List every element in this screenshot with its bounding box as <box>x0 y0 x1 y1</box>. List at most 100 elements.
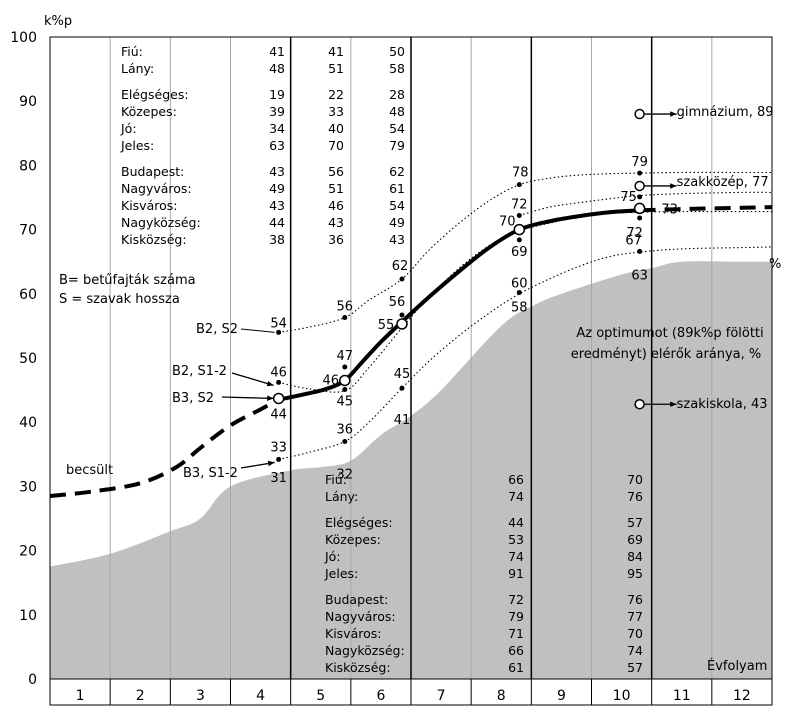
table-row-label: Jeles: <box>120 138 154 153</box>
table-cell: 41 <box>328 44 344 59</box>
data-point-label: 60 <box>511 277 528 292</box>
data-point-label: 69 <box>511 245 528 260</box>
data-point <box>516 290 522 296</box>
table-row-label: Kisváros: <box>121 198 177 213</box>
data-point <box>637 170 643 176</box>
table-cell: 69 <box>627 532 643 547</box>
table-cell: 43 <box>269 164 285 179</box>
table-cell: 66 <box>508 643 524 658</box>
estimated-dashed-line <box>49 397 280 498</box>
side-point <box>634 180 645 192</box>
data-point <box>399 385 405 391</box>
table-row-label: Jó: <box>120 121 137 136</box>
data-point <box>342 364 348 370</box>
data-point-label: 67 <box>625 233 642 248</box>
y-tick-label: 90 <box>19 94 37 110</box>
data-point <box>637 194 643 200</box>
open-data-point <box>272 392 285 405</box>
table-row-label: Nagyközség: <box>121 215 201 230</box>
x-tick-label: 12 <box>733 688 751 704</box>
table-cell: 76 <box>627 489 643 504</box>
data-point <box>276 456 282 462</box>
table-row-label: Kisközség: <box>325 660 391 675</box>
y-tick-label: 40 <box>19 415 37 431</box>
table-cell: 28 <box>389 87 405 102</box>
callout-arrow <box>221 396 274 400</box>
data-point-label: 56 <box>337 300 354 315</box>
table-cell: 44 <box>269 215 285 230</box>
table-row-label: Nagyközség: <box>325 643 405 658</box>
y-tick-label: 100 <box>10 30 37 46</box>
table-row-label: Fiú: <box>325 472 347 487</box>
open-data-point-label: 55 <box>378 318 395 333</box>
table-cell: 57 <box>627 660 643 675</box>
table-cell: 22 <box>328 87 344 102</box>
x-tick-label: 11 <box>673 688 691 704</box>
data-point <box>516 182 522 188</box>
side-point-label: gimnázium, 89 <box>677 105 774 120</box>
table-cell: 61 <box>508 660 524 675</box>
y-tick-label: 50 <box>19 351 37 367</box>
table-row-label: Közepes: <box>325 532 381 547</box>
open-data-point <box>339 374 351 387</box>
data-point <box>276 379 282 385</box>
table-row-label: Nagyváros: <box>325 609 396 624</box>
x-tick-label: 2 <box>136 688 145 704</box>
legend-line-2: S = szavak hossza <box>59 292 180 307</box>
x-tick-label: 4 <box>256 688 265 704</box>
table-cell: 49 <box>389 215 405 230</box>
table-cell: 33 <box>328 104 344 119</box>
x-axis-title: Évfolyam <box>707 658 767 674</box>
data-point-label: 54 <box>270 316 287 331</box>
callout-arrow <box>231 372 274 387</box>
y-tick-label: 10 <box>19 608 37 624</box>
table-row-label: Budapest: <box>121 164 184 179</box>
table-row-label: Elégséges: <box>325 515 393 530</box>
table-cell: 95 <box>627 566 643 581</box>
table-cell: 91 <box>508 566 524 581</box>
callout-arrow-head <box>266 380 274 387</box>
open-data-point-label: 70 <box>499 215 516 230</box>
callout-arrow-head <box>267 395 274 401</box>
table-row-label: Kisközség: <box>121 232 187 247</box>
data-point-label: 36 <box>337 422 354 437</box>
table-row-label: Nagyváros: <box>121 181 192 196</box>
table-row-label: Elégséges: <box>121 87 189 102</box>
area-label-line-1: Az optimumot (89k%p fölötti <box>576 326 763 341</box>
data-point <box>276 329 282 335</box>
table-cell: 53 <box>508 532 524 547</box>
table-cell: 46 <box>328 198 344 213</box>
open-data-point <box>633 202 646 215</box>
dotted-series-line <box>278 211 772 393</box>
data-point-label: 58 <box>511 301 528 316</box>
open-data-point-label: 44 <box>270 407 287 422</box>
data-point-label: 72 <box>511 197 528 212</box>
table-cell: 74 <box>508 549 524 564</box>
x-tick-label: 5 <box>316 688 325 704</box>
side-point-arrow-head <box>670 111 677 117</box>
table-cell: 48 <box>389 104 405 119</box>
x-tick-label: 1 <box>76 688 85 704</box>
table-cell: 43 <box>389 232 405 247</box>
table-cell: 54 <box>389 198 405 213</box>
table-cell: 62 <box>389 164 405 179</box>
data-point <box>399 276 405 282</box>
open-data-point <box>513 223 526 236</box>
callout-label: B2, S1-2 <box>172 364 227 379</box>
table-row-label: Közepes: <box>121 104 177 119</box>
table-cell: 40 <box>328 121 344 136</box>
table-row-label: Lány: <box>325 489 358 504</box>
side-point-arrow-head <box>670 401 677 407</box>
table-cell: 44 <box>508 515 524 530</box>
table-cell: 61 <box>389 181 405 196</box>
data-point-label: 45 <box>337 394 354 409</box>
right-unit-label: % <box>769 257 781 272</box>
table-row-label: Lány: <box>121 61 154 76</box>
table-cell: 36 <box>328 232 344 247</box>
data-point-label: 46 <box>270 365 287 380</box>
table-row-label: Jeles: <box>324 566 358 581</box>
open-data-point-label: 73 <box>661 202 678 217</box>
table-cell: 70 <box>627 626 643 641</box>
data-point-label: 75 <box>620 190 637 205</box>
